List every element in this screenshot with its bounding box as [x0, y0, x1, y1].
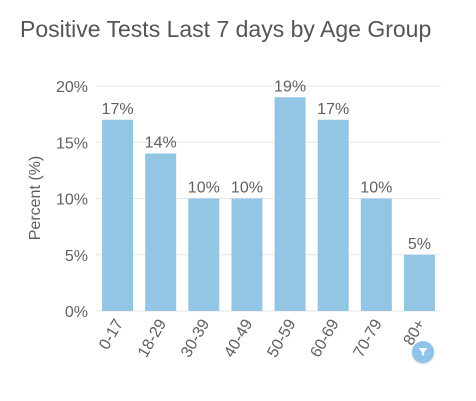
bars	[102, 97, 435, 311]
x-tick-label: 50-59	[264, 316, 299, 360]
x-tick-label: 30-39	[178, 316, 213, 360]
filter-icon	[418, 348, 428, 356]
y-tick-label: 10%	[56, 192, 88, 209]
filter-button[interactable]	[412, 341, 434, 363]
data-label: 14%	[145, 135, 177, 152]
data-label: 10%	[188, 180, 220, 197]
x-tick-label: 40-49	[221, 316, 256, 360]
bar	[274, 97, 306, 311]
chart-title: Positive Tests Last 7 days by Age Group	[20, 16, 432, 42]
y-tick-label: 5%	[65, 248, 88, 265]
x-tick-label: 60-69	[307, 316, 342, 360]
bar	[188, 198, 220, 311]
data-label: 17%	[317, 101, 349, 118]
y-axis-ticks: 0% 5% 10% 15% 20%	[56, 79, 88, 321]
bar	[360, 198, 392, 311]
data-label: 10%	[360, 180, 392, 197]
bar	[231, 198, 263, 311]
data-label: 19%	[274, 78, 306, 95]
bar	[317, 119, 349, 311]
x-axis-ticks: 0-17 18-29 30-39 40-49 50-59 60-69 70-79 80+	[96, 316, 429, 360]
data-labels: 17% 14% 10% 10% 19% 17% 10% 5%	[102, 78, 431, 253]
bar	[403, 254, 435, 311]
bar	[145, 153, 177, 311]
y-tick-label: 15%	[56, 135, 88, 152]
x-tick-label: 70-79	[351, 316, 386, 360]
bar	[102, 119, 134, 311]
data-label: 5%	[408, 236, 431, 253]
y-tick-label: 0%	[65, 304, 88, 321]
x-tick-label: 18-29	[135, 316, 170, 360]
data-label: 17%	[102, 101, 134, 118]
x-tick-label: 0-17	[96, 316, 127, 352]
data-label: 10%	[231, 180, 263, 197]
y-axis-label: Percent (%)	[27, 156, 44, 240]
y-tick-label: 20%	[56, 79, 88, 96]
